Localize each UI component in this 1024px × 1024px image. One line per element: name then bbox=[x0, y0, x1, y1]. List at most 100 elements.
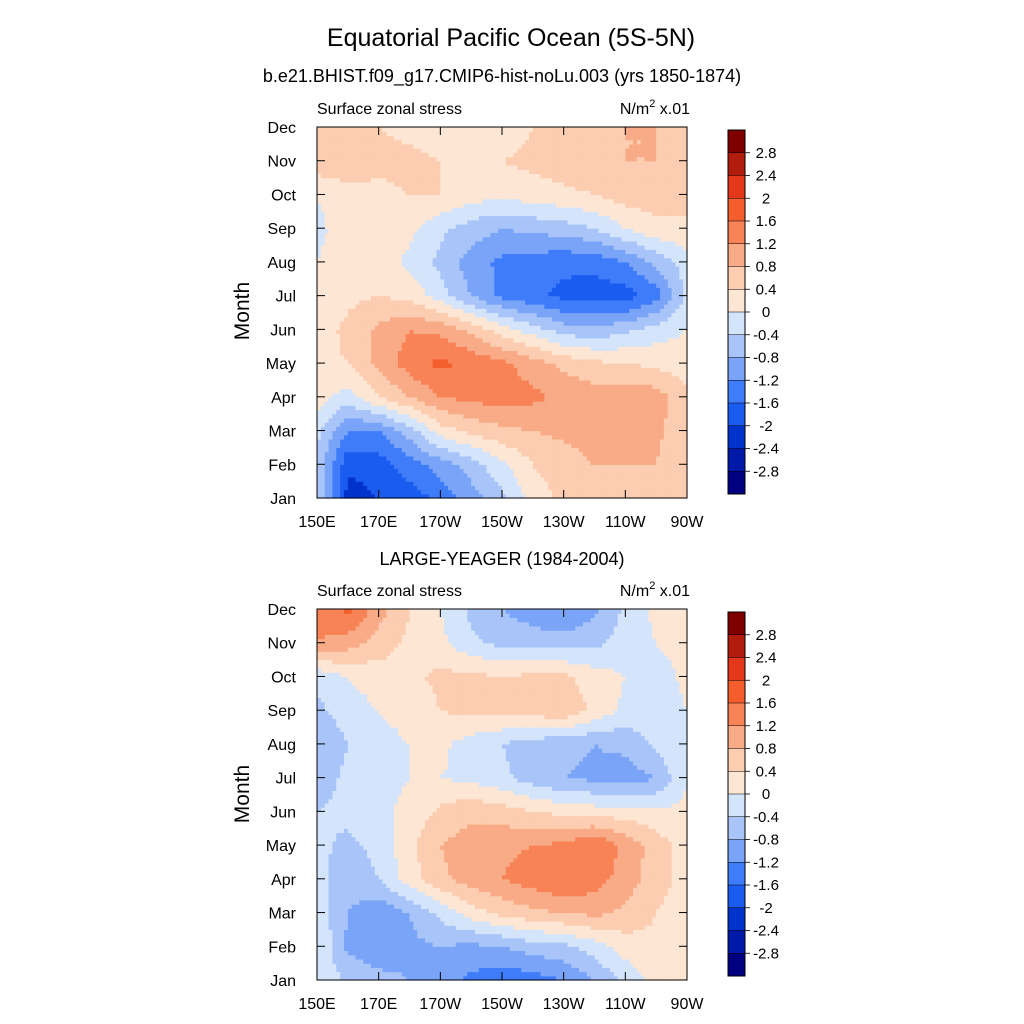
contour-cell bbox=[459, 438, 465, 444]
contour-cell bbox=[386, 270, 391, 276]
contour-cell bbox=[405, 177, 411, 183]
contour-cell bbox=[471, 367, 476, 373]
contour-cell bbox=[332, 434, 337, 440]
contour-cell bbox=[328, 493, 334, 499]
contour-cell bbox=[336, 148, 341, 153]
contour-cell bbox=[451, 228, 457, 233]
contour-cell bbox=[490, 232, 495, 238]
contour-cell bbox=[525, 481, 530, 486]
contour-cell bbox=[363, 291, 368, 297]
contour-cell bbox=[490, 207, 495, 212]
contour-cell bbox=[471, 228, 476, 233]
contour-cell bbox=[502, 266, 507, 271]
contour-cell bbox=[502, 388, 507, 394]
contour-cell bbox=[532, 245, 538, 250]
contour-cell bbox=[525, 261, 530, 267]
contour-cell bbox=[494, 455, 499, 461]
contour-cell bbox=[444, 493, 449, 499]
contour-cell bbox=[417, 337, 422, 343]
contour-cell bbox=[328, 304, 334, 309]
contour-cell bbox=[390, 320, 395, 326]
contour-cell bbox=[367, 261, 372, 267]
contour-cell bbox=[428, 379, 434, 385]
contour-cell bbox=[386, 451, 391, 457]
contour-cell bbox=[451, 337, 457, 343]
contour-cell bbox=[459, 308, 465, 314]
contour-cell bbox=[532, 312, 538, 318]
contour-cell bbox=[343, 443, 349, 449]
contour-cell bbox=[374, 207, 380, 212]
contour-cell bbox=[320, 287, 326, 293]
contour-cell bbox=[455, 342, 461, 347]
contour-cell bbox=[409, 468, 414, 474]
contour-cell bbox=[386, 392, 391, 398]
contour-cell bbox=[382, 211, 387, 217]
contour-cell bbox=[517, 228, 522, 233]
contour-cell bbox=[336, 143, 341, 149]
contour-cell bbox=[459, 388, 465, 394]
contour-cell bbox=[332, 451, 337, 457]
contour-cell bbox=[471, 375, 476, 381]
contour-cell bbox=[359, 164, 364, 170]
contour-cell bbox=[320, 346, 326, 352]
contour-cell bbox=[332, 426, 337, 432]
contour-cell bbox=[482, 131, 488, 137]
contour-cell bbox=[363, 274, 368, 280]
contour-cell bbox=[421, 443, 426, 449]
contour-cell bbox=[363, 143, 368, 149]
contour-cell bbox=[343, 232, 349, 238]
contour-cell bbox=[367, 186, 372, 191]
contour-cell bbox=[317, 253, 322, 259]
contour-cell bbox=[525, 354, 530, 360]
contour-cell bbox=[448, 388, 453, 394]
contour-cell bbox=[498, 291, 503, 297]
contour-cell bbox=[386, 295, 391, 301]
contour-cell bbox=[370, 156, 376, 162]
contour-cell bbox=[436, 413, 441, 419]
contour-cell bbox=[509, 468, 515, 474]
contour-cell bbox=[367, 249, 372, 255]
contour-cell bbox=[440, 346, 445, 352]
contour-cell bbox=[413, 468, 418, 474]
contour-cell bbox=[324, 413, 330, 419]
contour-cell bbox=[351, 223, 357, 229]
contour-cell bbox=[521, 156, 526, 162]
contour-cell bbox=[390, 278, 395, 284]
contour-cell bbox=[351, 194, 357, 200]
contour-cell bbox=[463, 173, 468, 179]
contour-cell bbox=[413, 249, 418, 255]
contour-cell bbox=[509, 291, 515, 297]
contour-cell bbox=[343, 422, 349, 427]
contour-cell bbox=[444, 379, 449, 385]
contour-cell bbox=[359, 215, 364, 221]
contour-cell bbox=[343, 346, 349, 352]
contour-cell bbox=[471, 409, 476, 415]
contour-cell bbox=[340, 455, 345, 461]
contour-cell bbox=[347, 169, 353, 174]
contour-cell bbox=[343, 451, 349, 457]
contour-cell bbox=[421, 455, 426, 461]
contour-cell bbox=[440, 257, 445, 263]
contour-cell bbox=[448, 173, 453, 179]
contour-cell bbox=[328, 198, 334, 204]
contour-cell bbox=[390, 405, 395, 411]
contour-cell bbox=[513, 211, 519, 217]
contour-cell bbox=[317, 430, 322, 436]
contour-cell bbox=[471, 261, 476, 267]
contour-cell bbox=[417, 447, 422, 453]
contour-cell bbox=[378, 282, 384, 288]
contour-cell bbox=[498, 249, 503, 255]
contour-cell bbox=[517, 367, 522, 373]
contour-cell bbox=[405, 152, 411, 158]
contour-cell bbox=[467, 468, 472, 474]
contour-cell bbox=[448, 274, 453, 280]
contour-cell bbox=[343, 139, 349, 145]
contour-cell bbox=[409, 304, 414, 309]
contour-cell bbox=[436, 202, 441, 208]
contour-cell bbox=[320, 274, 326, 280]
contour-cell bbox=[463, 215, 468, 221]
contour-cell bbox=[336, 211, 341, 217]
contour-cell bbox=[374, 152, 380, 158]
contour-cell bbox=[505, 409, 511, 415]
contour-cell bbox=[471, 481, 476, 486]
